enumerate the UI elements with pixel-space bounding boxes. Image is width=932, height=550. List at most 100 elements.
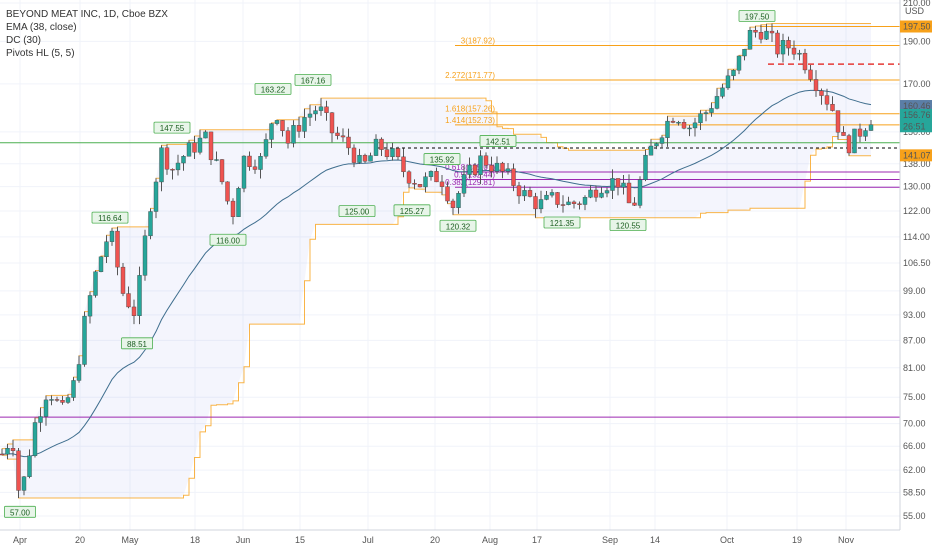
candle-body [395,148,401,158]
candle-body [467,164,472,175]
candle-body [318,106,324,111]
candle-body [120,266,126,294]
candle-body [698,113,703,124]
pivots-indicator-label[interactable]: Pivots HL (5, 5) [6,48,75,59]
candle-body [692,122,698,129]
candle-body [384,149,390,158]
candle-body [164,147,170,170]
candle-body [461,174,467,194]
candle-body [159,147,164,183]
time-tick-label: 14 [650,535,660,545]
candle-body [203,131,208,139]
candle-body [313,110,318,115]
symbol-title[interactable]: BEYOND MEAT INC, 1D, Cboe BZX [6,9,168,20]
candle-body [428,171,434,177]
candle-body [582,197,588,205]
dc-indicator-label[interactable]: DC (30) [6,35,42,46]
currency-label: USD [905,6,925,16]
pivot-label: 142.51 [486,137,511,146]
candle-body [43,399,49,417]
candle-body [340,135,346,138]
price-tick-label: 62.00 [903,465,926,475]
candle-body [131,306,137,316]
price-tick-label: 81.00 [903,363,926,373]
candle-body [181,156,186,164]
candle-body [65,397,71,403]
ema-indicator-label[interactable]: EMA (38, close) [6,22,77,33]
candle-body [819,90,824,96]
price-label-text: 156.76 [903,110,931,120]
candle-body [439,181,445,187]
price-tick-label: 70.00 [903,419,926,429]
candle-body [868,124,874,131]
candle-body [93,271,98,296]
candle-body [687,127,692,130]
time-tick-label: Jul [362,535,374,545]
price-tick-label: 122.00 [903,206,931,216]
fib-level-label: 2.272(171.77) [445,71,495,80]
chart-legend: BEYOND MEAT INC, 1D, Cboe BZX EMA (38, c… [6,8,168,60]
candle-body [659,137,665,144]
candle-body [846,135,852,154]
candle-body [225,181,230,202]
pivot-label-box [294,73,332,86]
candle-body [208,131,214,161]
candle-body [637,179,643,206]
candle-body [786,40,791,49]
candle-body [148,211,153,237]
candle-body [478,155,483,175]
candle-body [324,106,329,113]
candle-body [483,155,489,166]
time-tick-label: 15 [295,535,305,545]
fib-level-label: 1.414(152.73) [445,116,495,125]
candle-body [329,112,335,134]
candle-body [98,256,104,272]
pivot-label: 121.35 [550,219,575,228]
candle-body [401,156,406,173]
time-tick-label: Nov [838,535,855,545]
candle-body [197,137,203,153]
donchian-channel-fill [2,23,871,498]
price-tick-label: 75.00 [903,392,926,402]
candle-body [736,55,742,71]
candle-body [434,171,439,183]
candle-body [863,130,868,137]
candle-body [522,190,527,197]
candle-body [516,185,522,197]
candle-body [192,142,197,153]
pivot-label-box [609,219,647,231]
candle-body [263,139,269,157]
candle-body [423,176,428,188]
candle-body [186,142,192,157]
candle-body [142,235,148,276]
candle-body [632,202,637,206]
price-tick-label: 87.00 [903,335,926,345]
candle-body [170,168,175,171]
candle-body [533,196,538,210]
candle-body [588,189,593,198]
candle-body [830,104,835,111]
price-label-text: 26:51 [903,121,926,131]
candle-body [291,125,296,144]
price-tick-label: 170.00 [903,79,931,89]
candle-body [610,178,615,191]
candle-body [252,166,258,170]
pivot-label-box [338,205,376,218]
fib-level-label: 1.618(157.26) [445,105,495,114]
candle-body [824,95,830,105]
price-tick-label: 130.00 [903,182,931,192]
candle-body [445,186,450,202]
candle-body [302,117,307,132]
candle-body [626,182,632,204]
candle-body [346,136,351,149]
pivot-label: 120.55 [616,222,641,231]
candle-body [109,230,115,242]
candle-body [665,120,670,138]
candle-body [269,123,274,140]
candle-body [720,87,725,97]
price-label-box [900,120,932,133]
candle-body [0,453,5,456]
candle-body [60,400,65,403]
